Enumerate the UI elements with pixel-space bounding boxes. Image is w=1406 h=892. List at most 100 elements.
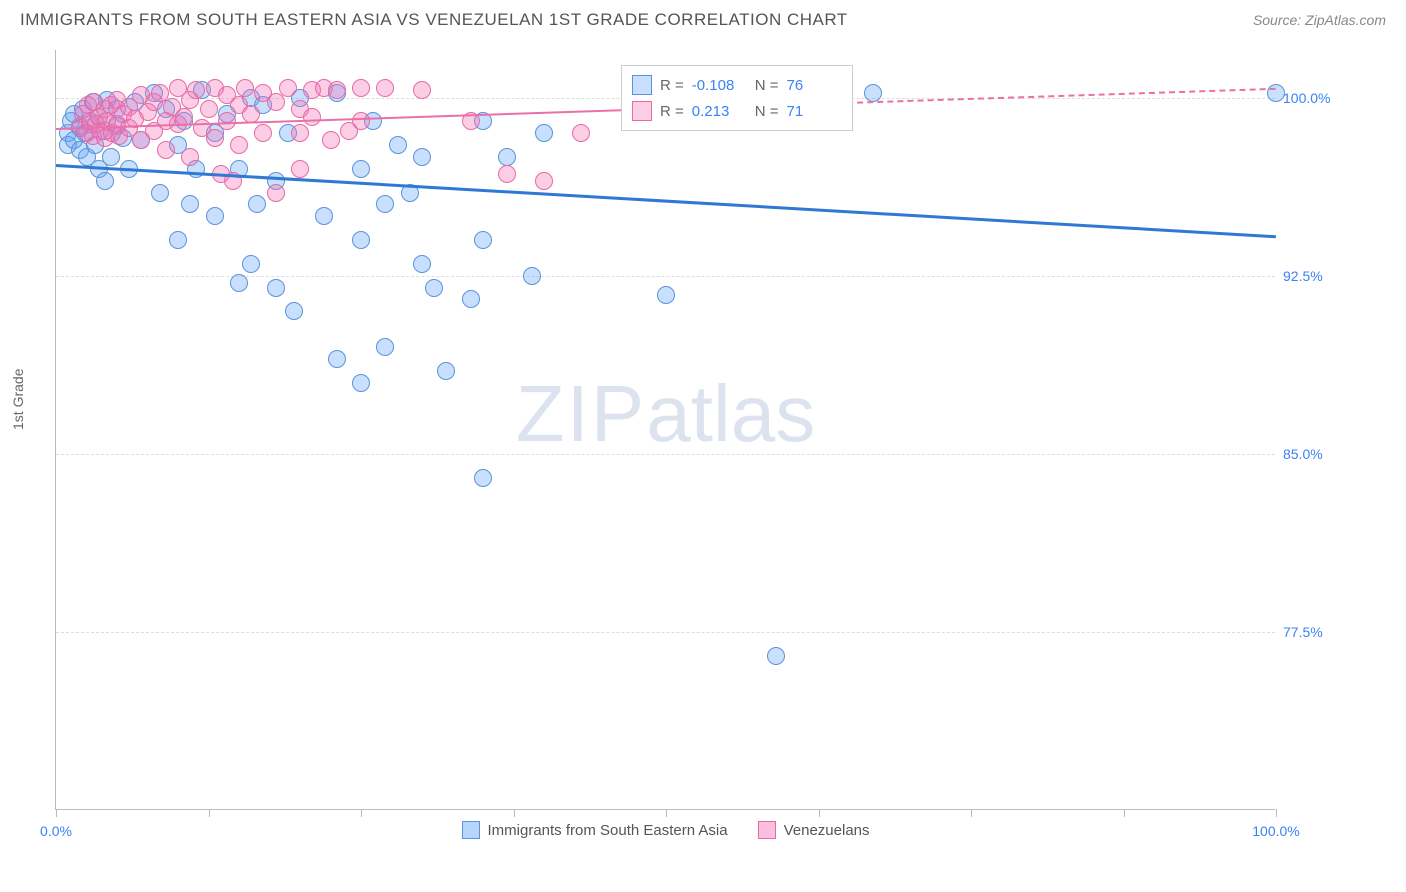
plot-area: ZIPatlas R =-0.108N =76R =0.213N =71 Imm… (55, 50, 1275, 810)
y-tick-label: 77.5% (1283, 624, 1363, 640)
scatter-point (206, 129, 224, 147)
x-tick (819, 809, 820, 817)
watermark-zip: ZIP (516, 369, 646, 458)
x-tick (361, 809, 362, 817)
scatter-point (242, 255, 260, 273)
scatter-point (328, 81, 346, 99)
chart-title: IMMIGRANTS FROM SOUTH EASTERN ASIA VS VE… (20, 10, 848, 30)
legend-label: Venezuelans (784, 822, 870, 839)
source-attribution: Source: ZipAtlas.com (1253, 12, 1386, 28)
x-tick (209, 809, 210, 817)
scatter-point (767, 647, 785, 665)
legend-item: Venezuelans (758, 821, 870, 839)
scatter-point (413, 148, 431, 166)
gridline (56, 632, 1275, 633)
scatter-point (474, 231, 492, 249)
stats-r-value: -0.108 (692, 77, 747, 94)
scatter-point (535, 124, 553, 142)
scatter-point (389, 136, 407, 154)
scatter-point (437, 362, 455, 380)
stats-n-label: N = (755, 103, 779, 120)
x-tick (1276, 809, 1277, 817)
scatter-point (187, 81, 205, 99)
scatter-point (151, 184, 169, 202)
scatter-point (322, 131, 340, 149)
legend-label: Immigrants from South Eastern Asia (487, 822, 727, 839)
scatter-point (352, 160, 370, 178)
y-tick-label: 100.0% (1283, 90, 1363, 106)
stats-r-label: R = (660, 77, 684, 94)
bottom-legend: Immigrants from South Eastern Asia Venezu… (461, 821, 869, 839)
scatter-point (498, 148, 516, 166)
scatter-point (303, 108, 321, 126)
stats-swatch-icon (632, 75, 652, 95)
stats-swatch-icon (632, 101, 652, 121)
scatter-point (474, 469, 492, 487)
scatter-point (236, 79, 254, 97)
scatter-point (181, 148, 199, 166)
scatter-point (254, 124, 272, 142)
scatter-point (352, 112, 370, 130)
stats-n-value: 76 (787, 77, 842, 94)
legend-swatch-icon (758, 821, 776, 839)
scatter-point (523, 267, 541, 285)
scatter-point (413, 255, 431, 273)
scatter-point (157, 141, 175, 159)
scatter-point (572, 124, 590, 142)
legend-item: Immigrants from South Eastern Asia (461, 821, 727, 839)
scatter-point (352, 231, 370, 249)
scatter-point (285, 302, 303, 320)
x-tick (971, 809, 972, 817)
scatter-point (200, 100, 218, 118)
trend-line (56, 164, 1276, 238)
scatter-point (206, 207, 224, 225)
stats-n-label: N = (755, 77, 779, 94)
watermark-atlas: atlas (646, 369, 815, 458)
y-tick-label: 92.5% (1283, 268, 1363, 284)
scatter-point (315, 207, 333, 225)
scatter-point (425, 279, 443, 297)
stats-n-value: 71 (787, 103, 842, 120)
scatter-point (657, 286, 675, 304)
watermark: ZIPatlas (516, 368, 815, 460)
scatter-point (230, 274, 248, 292)
scatter-point (267, 93, 285, 111)
stats-r-label: R = (660, 103, 684, 120)
x-tick (514, 809, 515, 817)
scatter-point (169, 231, 187, 249)
scatter-point (328, 350, 346, 368)
scatter-point (267, 279, 285, 297)
scatter-point (181, 195, 199, 213)
x-tick (56, 809, 57, 817)
gridline (56, 454, 1275, 455)
scatter-point (1267, 84, 1285, 102)
scatter-point (535, 172, 553, 190)
scatter-point (279, 79, 297, 97)
x-tick-label: 100.0% (1252, 823, 1299, 839)
scatter-point (462, 290, 480, 308)
scatter-point (498, 165, 516, 183)
scatter-point (248, 195, 266, 213)
scatter-point (230, 136, 248, 154)
x-tick (666, 809, 667, 817)
scatter-point (102, 148, 120, 166)
chart-container: ZIPatlas R =-0.108N =76R =0.213N =71 Imm… (55, 50, 1375, 830)
stats-row: R =0.213N =71 (632, 98, 842, 124)
y-axis-label: 1st Grade (10, 369, 26, 430)
scatter-point (96, 172, 114, 190)
scatter-point (376, 195, 394, 213)
correlation-stats-box: R =-0.108N =76R =0.213N =71 (621, 65, 853, 131)
scatter-point (352, 374, 370, 392)
stats-row: R = -0.108 N = 76 (632, 72, 842, 98)
x-tick-label: 0.0% (40, 823, 72, 839)
scatter-point (376, 338, 394, 356)
scatter-point (413, 81, 431, 99)
scatter-point (267, 184, 285, 202)
scatter-point (291, 124, 309, 142)
y-tick-label: 85.0% (1283, 446, 1363, 462)
scatter-point (352, 79, 370, 97)
x-tick (1124, 809, 1125, 817)
scatter-point (864, 84, 882, 102)
scatter-point (291, 160, 309, 178)
legend-swatch-icon (461, 821, 479, 839)
